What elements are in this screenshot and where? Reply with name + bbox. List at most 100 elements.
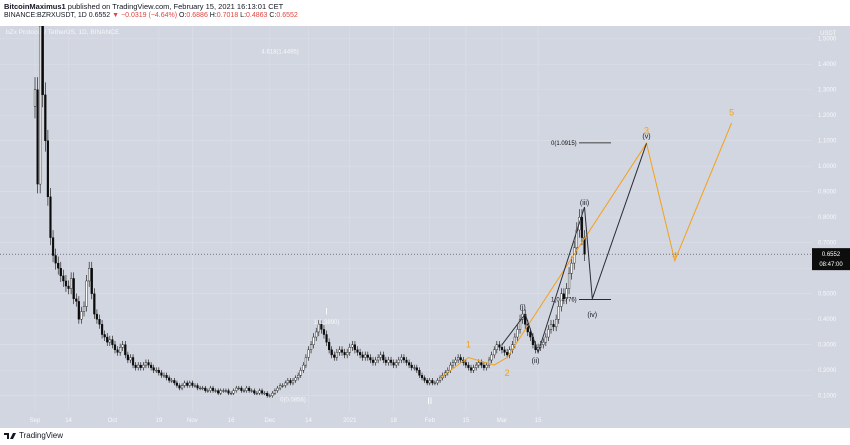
candle-body — [299, 370, 302, 376]
candle-body — [340, 349, 344, 353]
candle-body — [54, 255, 57, 264]
symbol-line: BINANCE:BZRXUSDT, 1D 0.6552 ▼ −0.0319 (−… — [4, 12, 298, 19]
ohlc-open-label: O: — [179, 12, 187, 19]
x-tick-label: 15 — [463, 418, 470, 424]
candle-body — [191, 382, 194, 386]
candle-body — [46, 140, 49, 198]
candle-body — [209, 387, 212, 391]
wave-label: II — [427, 396, 432, 406]
y-tick-label: 0.9000 — [818, 190, 837, 196]
candle-body — [475, 364, 478, 368]
candle-body — [222, 390, 225, 392]
candle-body — [152, 367, 155, 371]
wave-label: 4 — [672, 250, 677, 260]
candle-body — [361, 354, 364, 358]
candle-body — [217, 390, 220, 394]
candle-body — [454, 359, 457, 363]
candle-body — [59, 268, 62, 277]
price-axis — [812, 26, 850, 428]
ohlc-high: 0.7018 — [216, 12, 239, 19]
candle-body — [77, 301, 80, 320]
plot-background — [0, 26, 812, 411]
candle-body — [374, 359, 377, 363]
ohlc-high-label: H: — [209, 12, 217, 19]
wave-label: (iii) — [580, 200, 589, 207]
candle-body — [155, 370, 158, 372]
candle-body — [555, 319, 558, 328]
fib-label: 1(0.4776) — [551, 297, 577, 303]
candle-body — [188, 382, 191, 386]
candle-body — [389, 359, 393, 363]
chart-title: bZx Protocol / TetherUS, 1D, BINANCE — [6, 29, 120, 36]
candle-body — [100, 324, 104, 335]
wave-label: 1 — [466, 340, 471, 350]
candle-body — [482, 364, 486, 368]
candle-body — [490, 354, 493, 361]
candle-body — [103, 334, 106, 338]
candle-body — [157, 370, 160, 373]
candle-body — [500, 347, 504, 351]
candle-body — [170, 380, 173, 382]
candle-body — [426, 380, 429, 384]
candle-body — [121, 344, 124, 348]
fib-label: 0(1.0915) — [551, 141, 577, 147]
candle-body — [75, 298, 78, 302]
candle-body — [304, 357, 307, 366]
candle-body — [472, 367, 475, 371]
candle-body — [580, 217, 584, 238]
candle-body — [423, 377, 426, 381]
wave-label: (v) — [642, 134, 650, 141]
candle-body — [369, 357, 372, 361]
candle-body — [560, 293, 563, 307]
candle-body — [438, 377, 442, 381]
candle-body — [325, 334, 328, 343]
price-chart[interactable]: bZx Protocol / TetherUS, 1D, BINANCE USD… — [0, 26, 850, 428]
candle-body — [366, 354, 369, 358]
fib-label: 4.618(1.4495) — [261, 50, 298, 56]
candle-body — [309, 344, 313, 351]
candle-body — [271, 392, 274, 396]
candle-body — [162, 375, 166, 377]
candle-body — [95, 313, 99, 320]
candle-body — [245, 387, 248, 391]
candle-body — [392, 362, 395, 366]
symbol-info: BINANCE:BZRXUSDT, 1D 0.6552 — [4, 12, 111, 19]
candle-body — [204, 387, 207, 391]
candle-body — [44, 94, 47, 141]
candle-body — [260, 390, 264, 394]
candle-body — [549, 324, 553, 330]
candle-body — [149, 364, 153, 368]
x-tick-label: Nov — [187, 418, 198, 424]
candle-body — [178, 385, 181, 389]
candle-body — [116, 349, 119, 353]
candle-body — [302, 364, 305, 371]
wave-label: 2 — [505, 368, 510, 378]
candle-body — [338, 349, 341, 353]
candle-body — [268, 395, 271, 397]
candle-body — [106, 336, 109, 343]
candle-body — [503, 349, 506, 353]
candle-body — [90, 268, 93, 294]
last-price-label: 0.6552 — [822, 252, 841, 258]
candle-body — [134, 364, 137, 368]
candle-body — [175, 382, 178, 386]
fib-annotations: 4.618(1.4495) 1(0.3890) 0(0.0856) 0(1.0915)… — [261, 50, 611, 403]
candle-body — [371, 359, 375, 363]
y-tick-label: 1.3000 — [818, 88, 837, 94]
candle-body — [464, 362, 467, 366]
candle-body — [379, 354, 382, 358]
x-tick-label: 14 — [305, 418, 312, 424]
x-tick-label: 2021 — [343, 418, 357, 424]
candle-body — [289, 380, 292, 384]
author-name[interactable]: BitcoinMaximus1 — [4, 2, 66, 11]
x-tick-label: Dec — [264, 418, 275, 424]
candle-body — [400, 357, 403, 361]
y-tick-label: 1.5000 — [818, 37, 837, 43]
candle-body — [36, 89, 39, 185]
candle-body — [415, 367, 418, 371]
x-tick-label: 19 — [155, 418, 162, 424]
candle-body — [408, 362, 411, 366]
ohlc-close: 0.6552 — [276, 12, 298, 19]
candle-body — [322, 329, 326, 335]
candle-body — [126, 354, 129, 361]
